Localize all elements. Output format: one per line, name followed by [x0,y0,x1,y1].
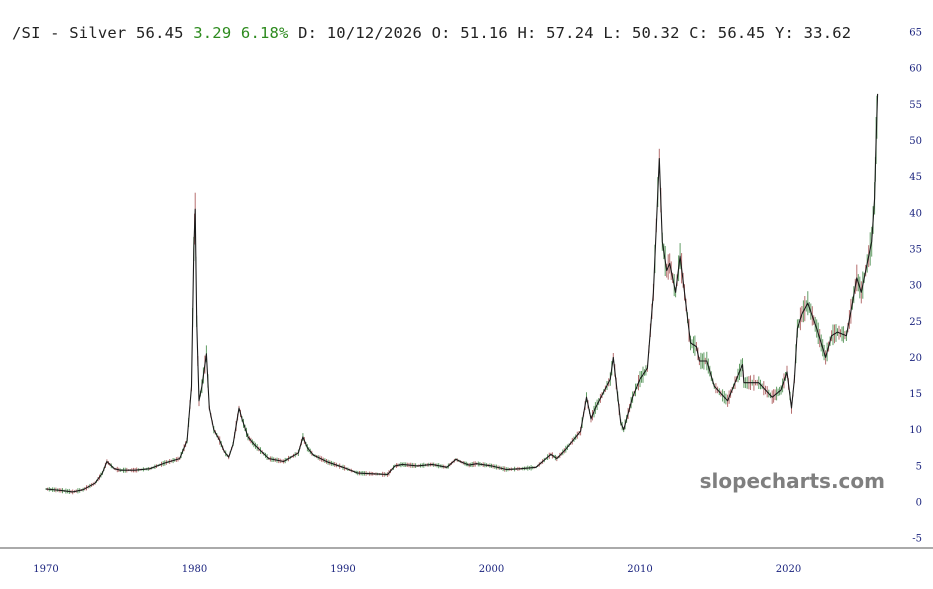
quote-date: 10/12/2026 [326,24,423,42]
x-tick-label: 2020 [776,564,801,575]
y-tick-label: 5 [916,461,922,472]
quote-header: /SI - Silver 56.45 3.29 6.18% D: 10/12/2… [12,24,851,42]
x-tick-label: 1990 [330,564,355,575]
quote-name: Silver [69,24,127,42]
y-tick-label: -5 [912,534,922,545]
y-tick-label: 60 [909,64,922,75]
y-tick-label: 55 [909,100,922,111]
quote-change-pct: 6.18% [240,24,289,42]
price-series-line [45,93,879,493]
quote-close: 56.45 [717,24,766,42]
candle-layer [45,95,878,495]
quote-open: 51.16 [460,24,508,42]
x-tick-label: 2000 [479,564,504,575]
quote-last: 56.45 [136,24,184,42]
watermark-text: slopecharts.com [700,469,885,493]
y-tick-label: 35 [909,244,922,255]
y-tick-label: 0 [916,498,922,509]
y-tick-label: 50 [909,136,922,147]
y-tick-label: 10 [909,425,922,436]
quote-high-label: H: [517,24,537,42]
y-tick-label: 25 [909,317,922,328]
x-tick-label: 1970 [33,564,58,575]
quote-high: 57.24 [546,24,594,42]
quote-close-label: C: [689,24,709,42]
x-tick-label: 1980 [182,564,207,575]
quote-year: 33.62 [803,24,852,42]
y-tick-label: 40 [909,208,922,219]
quote-symbol: /SI [12,24,41,42]
x-axis: 1970 1980 1990 2000 2010 2020 [33,564,801,575]
y-tick-label: 45 [909,172,922,183]
x-tick-label: 2010 [627,564,652,575]
quote-separator: - [50,24,60,42]
quote-year-label: Y: [775,24,795,42]
quote-low-label: L: [603,24,623,42]
quote-open-label: O: [431,24,451,42]
quote-low: 50.32 [631,24,680,42]
y-tick-label: 20 [909,353,922,364]
quote-change: 3.29 [193,24,232,42]
y-tick-label: 65 [909,28,922,39]
y-tick-label: 15 [909,389,922,400]
quote-date-label: D: [298,24,318,42]
y-tick-label: 30 [909,281,922,292]
